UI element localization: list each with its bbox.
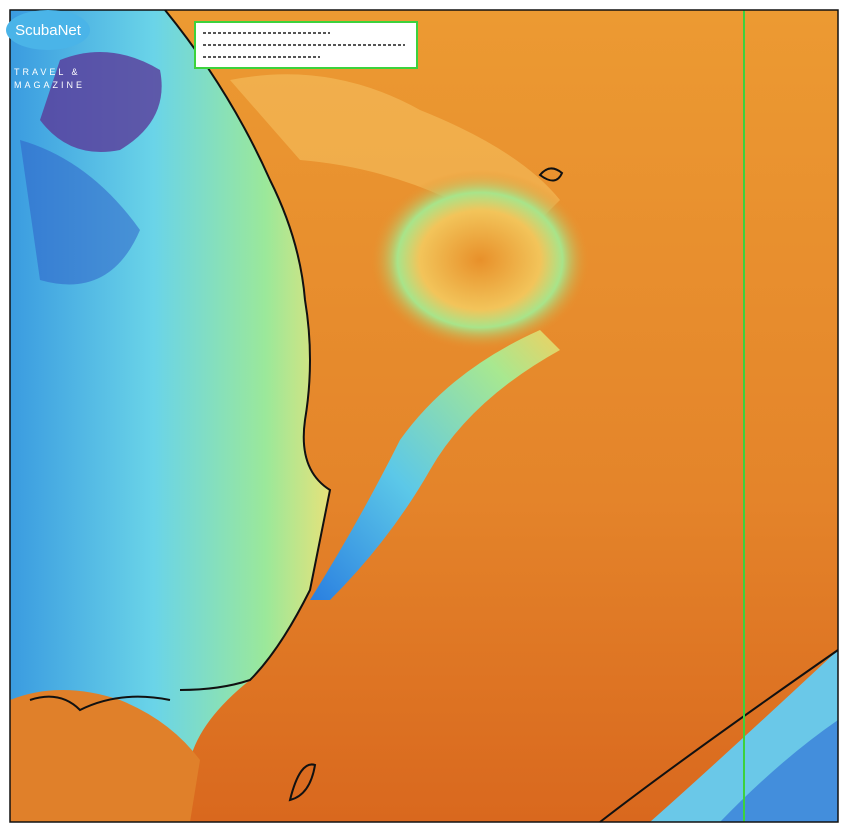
cold-patch	[40, 52, 162, 152]
imagery	[10, 10, 838, 822]
coastline	[29, 9, 839, 823]
info-box	[194, 21, 418, 69]
keys-waters	[10, 690, 200, 822]
cold-edge	[720, 720, 838, 822]
bahamas-edge	[599, 649, 839, 823]
cold-patch	[20, 140, 140, 285]
logo-badge	[6, 10, 90, 50]
coast	[164, 9, 332, 691]
eddy	[370, 170, 590, 350]
island	[288, 763, 317, 802]
frame	[9, 9, 839, 823]
keys	[29, 695, 171, 712]
plume	[310, 330, 560, 600]
logo-tagline: TRAVEL &	[14, 67, 81, 77]
logo-tagline: MAGAZINE	[14, 80, 85, 90]
logo: ScubaNet TRAVEL & MAGAZINE	[6, 10, 90, 90]
logo-name: ScubaNet	[15, 22, 82, 39]
island	[538, 167, 564, 182]
